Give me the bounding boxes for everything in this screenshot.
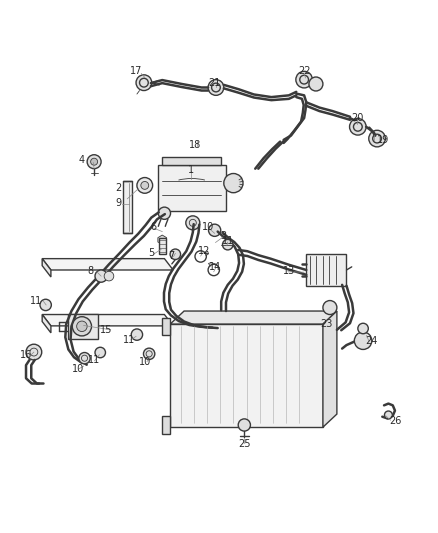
Text: 5: 5 — [148, 248, 155, 259]
Text: 11: 11 — [222, 236, 234, 246]
Text: 23: 23 — [320, 319, 332, 329]
Circle shape — [131, 329, 143, 340]
Circle shape — [141, 181, 149, 189]
Polygon shape — [306, 254, 346, 286]
Circle shape — [136, 75, 152, 91]
Text: 24: 24 — [366, 336, 378, 346]
Circle shape — [137, 177, 152, 193]
Circle shape — [208, 79, 224, 95]
Text: 16: 16 — [20, 350, 32, 360]
Circle shape — [354, 332, 372, 350]
Circle shape — [77, 321, 87, 332]
Circle shape — [144, 348, 155, 359]
Text: 12: 12 — [198, 246, 210, 256]
Polygon shape — [170, 324, 323, 427]
Circle shape — [350, 118, 366, 135]
Text: 8: 8 — [87, 266, 93, 276]
Circle shape — [223, 239, 233, 250]
Polygon shape — [162, 318, 170, 335]
Text: 19: 19 — [377, 135, 389, 145]
Text: 20: 20 — [352, 113, 364, 123]
Text: 10: 10 — [72, 364, 85, 374]
Text: 22: 22 — [298, 66, 311, 76]
Text: 7: 7 — [168, 251, 174, 261]
Circle shape — [186, 216, 200, 230]
Polygon shape — [162, 157, 221, 165]
Circle shape — [95, 270, 107, 282]
Circle shape — [40, 299, 51, 311]
Polygon shape — [162, 416, 170, 434]
Text: 21: 21 — [208, 78, 221, 88]
Text: 4: 4 — [78, 155, 85, 165]
Circle shape — [358, 323, 368, 334]
Text: 11: 11 — [124, 335, 136, 345]
Text: 11: 11 — [88, 356, 101, 365]
Circle shape — [208, 224, 221, 236]
Circle shape — [91, 158, 98, 165]
Text: 11: 11 — [30, 296, 42, 306]
Polygon shape — [323, 311, 337, 427]
Circle shape — [309, 77, 323, 91]
Text: 18: 18 — [189, 140, 201, 150]
Circle shape — [224, 174, 243, 193]
Circle shape — [296, 71, 312, 88]
Polygon shape — [42, 314, 173, 326]
Polygon shape — [158, 235, 166, 244]
Circle shape — [95, 348, 106, 358]
Polygon shape — [158, 165, 226, 211]
Circle shape — [79, 352, 90, 364]
Bar — [123, 181, 132, 233]
Text: 25: 25 — [238, 439, 251, 449]
Text: 1: 1 — [187, 165, 194, 175]
Polygon shape — [42, 259, 173, 270]
Text: 2: 2 — [116, 183, 122, 193]
Text: 6: 6 — [150, 222, 156, 232]
Circle shape — [158, 207, 170, 220]
Text: 14: 14 — [208, 262, 221, 272]
Text: 26: 26 — [390, 416, 402, 426]
Circle shape — [385, 411, 392, 419]
Text: 15: 15 — [100, 325, 113, 335]
Circle shape — [104, 271, 114, 281]
Bar — [159, 238, 166, 254]
Text: 13: 13 — [283, 266, 295, 276]
Circle shape — [238, 419, 251, 431]
Circle shape — [26, 344, 42, 360]
Circle shape — [170, 249, 180, 260]
Polygon shape — [42, 314, 51, 333]
Polygon shape — [42, 259, 51, 277]
Text: 10: 10 — [139, 357, 151, 367]
Polygon shape — [170, 311, 337, 324]
Text: 9: 9 — [116, 198, 122, 208]
Circle shape — [72, 317, 92, 336]
Text: 17: 17 — [130, 66, 142, 76]
Text: 10: 10 — [202, 222, 214, 232]
Circle shape — [87, 155, 101, 169]
Text: 3: 3 — [220, 231, 226, 241]
Circle shape — [369, 130, 385, 147]
Circle shape — [323, 301, 337, 314]
Polygon shape — [68, 314, 99, 338]
